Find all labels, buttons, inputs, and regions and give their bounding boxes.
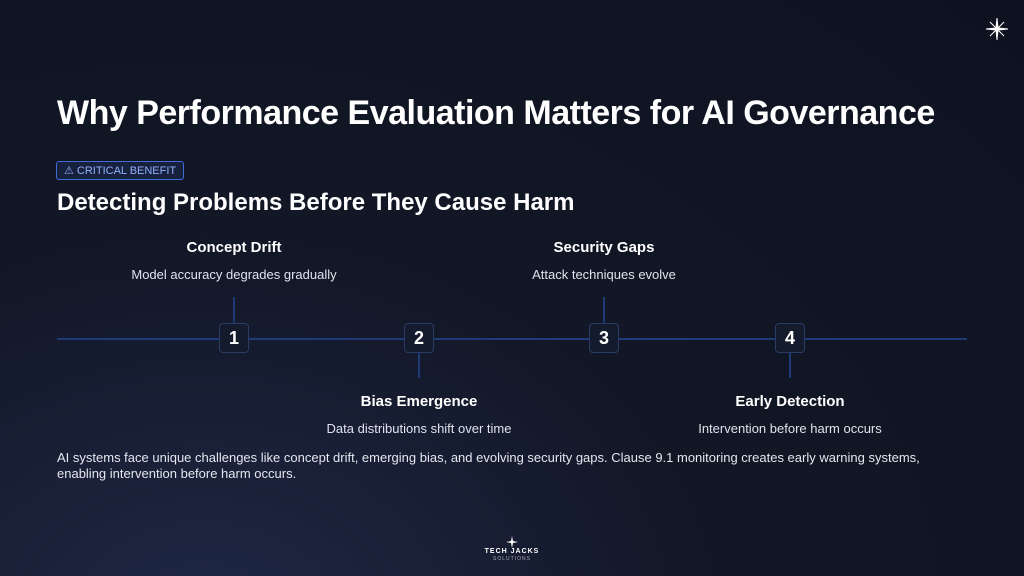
subtitle: Detecting Problems Before They Cause Har… <box>57 189 575 216</box>
step-description: Attack techniques evolve <box>532 267 676 282</box>
step-description: Data distributions shift over time <box>326 421 512 436</box>
step-title: Security Gaps <box>553 239 655 256</box>
timeline-line <box>57 338 967 340</box>
footer-tagline: SOLUTIONS <box>493 556 531 562</box>
step-description: Intervention before harm occurs <box>698 421 882 436</box>
step-title: Early Detection <box>735 393 845 410</box>
title: Why Performance Evaluation Matters for A… <box>57 94 935 132</box>
step-number: 4 <box>775 323 805 353</box>
stem <box>789 352 791 378</box>
stem <box>603 297 605 323</box>
footer-logo <box>506 536 518 548</box>
badge-text: CRITICAL BENEFIT <box>76 165 177 177</box>
footer-brand: TECH JACKS <box>484 548 540 555</box>
badge: ⚠ CRITICAL BENEFIT <box>56 161 185 180</box>
step-description: Model accuracy degrades gradually <box>131 267 337 282</box>
step-number: 1 <box>219 323 249 353</box>
step-title: Concept Drift <box>186 239 282 256</box>
step-number: 2 <box>404 323 434 353</box>
logo-star <box>985 17 1009 41</box>
body-text: AI systems face unique challenges like c… <box>57 450 920 481</box>
step-number: 3 <box>589 323 619 353</box>
stem <box>233 297 235 323</box>
step-title: Bias Emergence <box>360 393 478 410</box>
stem <box>418 352 420 378</box>
